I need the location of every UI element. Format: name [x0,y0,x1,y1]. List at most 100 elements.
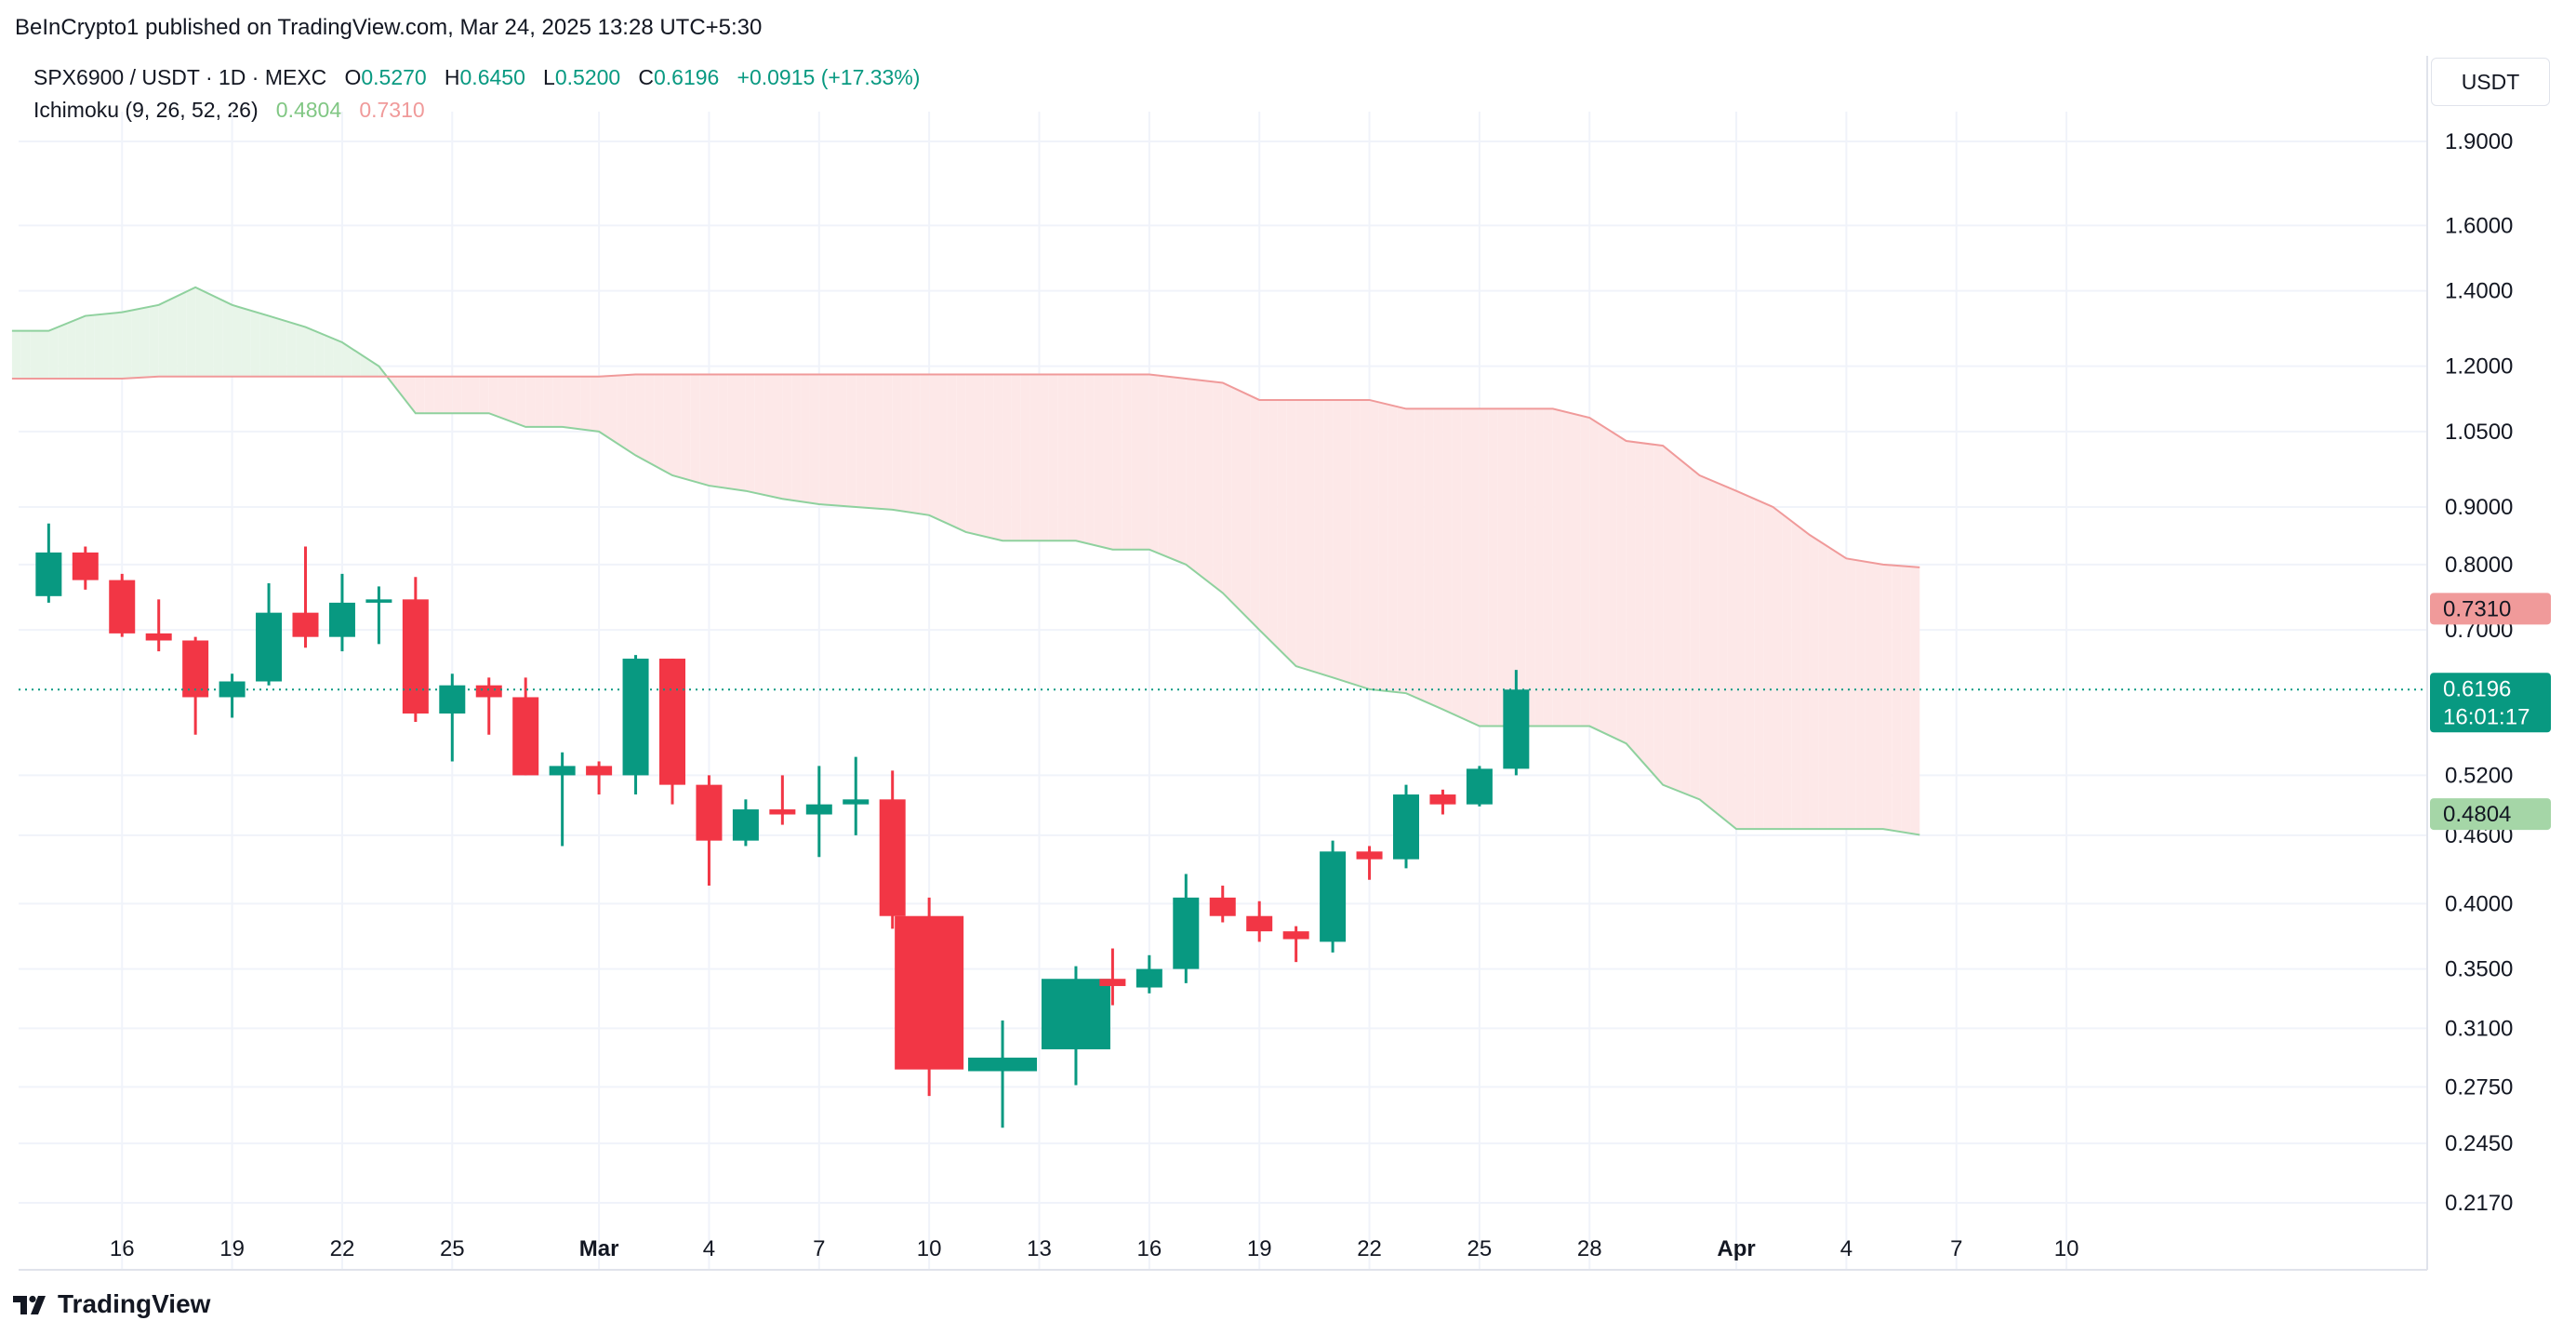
cloud-fill-bearish [1782,514,1792,830]
cloud-fill-bearish [865,374,874,509]
cloud-fill-bearish [1644,443,1654,775]
symbol-name[interactable]: SPX6900 / USDT · 1D · MEXC [33,65,327,89]
cloud-fill-bullish [48,327,59,379]
cloud-fill-bearish [1122,374,1132,550]
candle-body [1209,897,1236,916]
cloud-fill-bearish [1295,399,1306,670]
cloud-fill-bearish [1094,374,1104,548]
candle-body [1392,794,1419,860]
cloud-fill-bearish [745,374,755,493]
cloud-fill-bearish [543,376,553,427]
cloud-fill-bearish [1195,380,1205,580]
currency-button[interactable]: USDT [2431,58,2550,106]
y-tick-label: 1.6000 [2445,213,2513,238]
indicator-value-span-a: 0.4804 [275,98,342,122]
cloud-fill-bearish [737,374,746,491]
cloud-fill-bearish [1607,429,1617,740]
cloud-fill-bullish [369,360,379,377]
x-tick-label: 4 [1840,1236,1852,1261]
cloud-fill-bearish [1599,423,1608,735]
y-tick-label: 0.2450 [2445,1131,2513,1156]
candle-down [1209,886,1236,923]
cloud-fill-bearish [1341,399,1351,684]
price-badge-countdown: 16:01:17 [2443,704,2530,729]
cloud-fill-bearish [1131,374,1140,550]
cloud-fill-bearish [1763,502,1773,830]
cloud-fill-bearish [644,374,655,466]
cloud-fill-bearish [1680,460,1691,796]
cloud-fill-bearish [1543,408,1553,727]
candle-body [1466,768,1493,805]
x-tick-label: 13 [1027,1236,1052,1261]
cloud-fill-bearish [1901,566,1911,834]
cloud-fill-bearish [1084,374,1095,545]
brand-name: TradingView [58,1289,211,1318]
candle-body [769,809,796,815]
cloud-fill-bearish [516,376,526,427]
cloud-fill-bearish [1736,490,1746,830]
candle-up [805,766,832,858]
cloud-fill-bullish [333,338,342,377]
cloud-fill-bearish [846,374,856,507]
cloud-fill-bearish [1369,399,1379,690]
cloud-fill-bullish [341,341,352,377]
cloud-fill-bearish [1360,399,1370,689]
cloud-fill-bearish [1837,553,1847,830]
cloud-fill-bearish [1241,391,1251,621]
cloud-fill-bearish [1653,444,1664,785]
cloud-fill-bearish [580,376,591,431]
cloud-fill-bearish [1479,408,1489,727]
candle-body [843,799,870,805]
candle-body [145,633,172,641]
cloud-fill-bullish [30,330,40,379]
cloud-fill-bearish [1048,374,1058,541]
candle-down [696,775,723,887]
price-badge-bg [2430,673,2551,733]
candle-up [549,752,576,847]
cloud-fill-bearish [1626,440,1636,754]
cloud-fill-bearish [1286,399,1296,667]
cloud-fill-bearish [1800,527,1810,830]
cloud-fill-bearish [415,376,425,414]
cloud-fill-bearish [1442,408,1453,714]
candle-body [658,659,685,785]
candle-down [292,546,319,648]
x-tick-label: 19 [219,1236,245,1261]
cloud-fill-bearish [1139,374,1149,550]
cloud-fill-bearish [1773,506,1783,830]
cloud-fill-bullish [305,327,315,377]
price-badge-value: 0.6196 [2443,676,2511,701]
cloud-fill-bearish [1791,520,1801,830]
cloud-fill-bearish [1745,495,1755,830]
cloud-fill-bullish [277,318,287,377]
cloud-fill-bearish [590,376,600,432]
cloud-fill-bearish [1708,479,1719,815]
cloud-fill-bearish [1231,387,1242,612]
candle-body [219,681,246,698]
indicator-name[interactable]: Ichimoku (9, 26, 52, 26) [33,98,259,122]
candle-body [475,685,502,698]
candle-down [1282,926,1309,963]
price-badge-value: 0.4804 [2443,802,2511,827]
cloud-fill-bullish [259,313,270,377]
close-value: 0.6196 [654,65,720,89]
cloud-fill-bearish [1067,374,1076,541]
candle-up [256,582,283,686]
price-badge-bg [2430,798,2551,831]
price-badge-ichimoku-a: 0.4804 [2430,798,2551,831]
cloud-fill-bearish [782,374,792,500]
x-tick-label: 22 [330,1236,355,1261]
footer-brand[interactable]: TradingView [13,1289,210,1319]
cloud-fill-bullish [269,315,278,377]
cloud-fill-bullish [205,291,214,377]
cloud-fill-bearish [635,374,645,460]
y-tick-label: 0.9000 [2445,495,2513,520]
price-badge-ichimoku-b: 0.7310 [2430,593,2551,625]
candles [35,523,1530,1128]
cloud-fill-bearish [1414,408,1425,701]
y-tick-label: 0.2750 [2445,1074,2513,1100]
cloud-fill-bearish [1158,375,1168,557]
cloud-fill-bullish [324,334,334,377]
cloud-fill-bearish [507,376,517,424]
